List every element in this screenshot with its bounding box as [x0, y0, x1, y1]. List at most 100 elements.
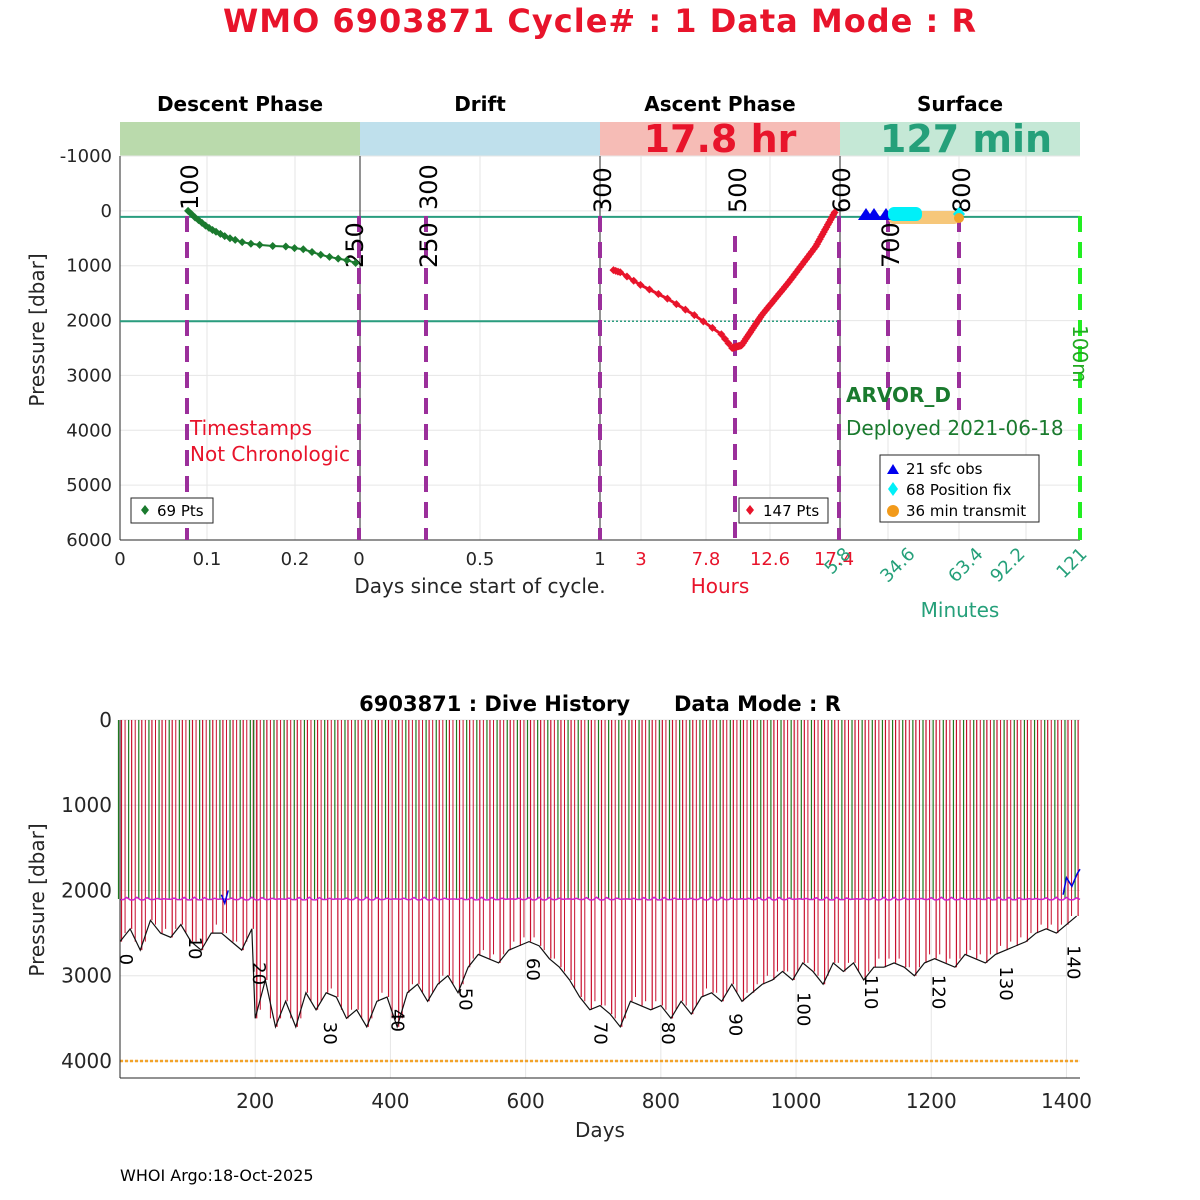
bottom-y-label: Pressure [dbar]: [25, 823, 49, 976]
footer-credit: WHOI Argo:18-Oct-2025: [120, 1166, 314, 1185]
cycle-number-label: 30: [319, 1022, 340, 1045]
dive-history-title: 6903871 : Dive History Data Mode : R: [359, 692, 841, 716]
descent-xtick: 0: [353, 549, 364, 570]
descent-point: [231, 235, 240, 244]
marker-label-600: 600: [828, 167, 856, 213]
ascent-point: [699, 317, 708, 326]
phase-title-drift: Drift: [454, 92, 506, 116]
descent-point: [255, 240, 264, 249]
bottom-y-tick-label: 4000: [61, 1049, 112, 1073]
marker-label-300b: 300: [589, 167, 617, 213]
bottom-x-tick-label: 600: [507, 1089, 545, 1113]
transmit-legend-label: 36 min transmit: [906, 502, 1026, 520]
descent-point: [281, 242, 290, 251]
ascent-xtick: 12.6: [750, 549, 790, 570]
ascent-band: [600, 122, 840, 156]
descent-point: [325, 252, 334, 261]
marker-label-100m: 100m: [1068, 325, 1092, 383]
drift-band: [360, 122, 600, 156]
top-y-tick-label: -1000: [60, 146, 112, 167]
descent-point: [334, 254, 343, 263]
surface-xlabel: Minutes: [921, 598, 1000, 622]
annotations: Timestamps Not Chronologic ARVOR_D Deplo…: [189, 383, 1064, 466]
descent-point: [268, 241, 277, 250]
bottom-y-tick-label: 0: [99, 708, 112, 732]
deployed-date: Deployed 2021-06-18: [846, 416, 1064, 440]
descent-xtick: 0: [114, 549, 125, 570]
ascent-point: [616, 268, 625, 277]
position-fix-legend-marker: [888, 482, 898, 496]
ascent-legend-label: 147 Pts: [763, 502, 819, 520]
ascent-point: [681, 305, 690, 314]
top-y-tick-label: 2000: [66, 311, 112, 332]
phase-title-ascent: Ascent Phase: [644, 92, 795, 116]
ascent-xtick: 7.8: [692, 549, 721, 570]
marker-label-100: 100: [176, 164, 204, 210]
descent-point: [246, 239, 255, 248]
ascent-series: [609, 208, 839, 352]
bottom-y-tick-label: 1000: [61, 793, 112, 817]
top-y-ticks: -1000 0 1000 2000 3000 4000 5000 6000: [60, 146, 112, 551]
ascent-xlabel: Hours: [691, 574, 750, 598]
cycle-number-label: 110: [860, 975, 881, 1009]
surface-legend: 21 sfc obs 68 Position fix 36 min transm…: [879, 454, 1040, 523]
top-y-tick-label: 0: [101, 201, 112, 222]
ascent-point: [672, 300, 681, 309]
top-y-tick-label: 6000: [66, 530, 112, 551]
vertical-markers: 100 250 250 300 300 500 600 700 800 100m: [176, 164, 1092, 540]
descent-point: [342, 256, 351, 265]
surface-duration: 127 min: [880, 117, 1052, 161]
ascent-point: [830, 208, 839, 217]
position-fix-cluster: [888, 207, 922, 221]
blue-segment: [220, 890, 229, 906]
cycle-number-label: 120: [928, 975, 949, 1009]
ascent-point: [717, 330, 726, 339]
descent-xtick: 0.2: [281, 549, 310, 570]
descent-xlabel: Days since start of cycle.: [354, 574, 605, 598]
cycle-number-label: 50: [454, 988, 475, 1011]
ascent-xtick: 3: [635, 549, 646, 570]
cycle-number-label: 20: [248, 962, 269, 985]
top-y-tick-label: 3000: [66, 365, 112, 386]
warning-line-2: Not Chronologic: [190, 442, 350, 466]
descent-legend: 69 Pts: [130, 497, 214, 524]
bottom-x-tick-label: 400: [371, 1089, 409, 1113]
phase-title-surface: Surface: [917, 92, 1003, 116]
bottom-y-tick-label: 2000: [61, 878, 112, 902]
transmit-marker: [954, 213, 964, 223]
ascent-point: [663, 294, 672, 303]
cycle-number-label: 10: [184, 937, 205, 960]
ascent-point: [622, 272, 631, 281]
descent-point: [316, 250, 325, 259]
top-x-ticks: 0 0.1 0.2 0 0.5 1 3 7.8 12.6 17.4 5.8 34…: [114, 544, 1091, 622]
marker-label-800: 800: [948, 167, 976, 213]
descent-point: [351, 258, 360, 267]
cycle-number-label: 60: [522, 958, 543, 981]
ascent-point: [636, 280, 645, 289]
warning-line-1: Timestamps: [189, 416, 312, 440]
top-y-tick-label: 1000: [66, 256, 112, 277]
cycle-number-label: 90: [725, 1013, 746, 1036]
surface-xtick: 34.6: [876, 544, 919, 587]
ascent-point: [629, 276, 638, 285]
marker-label-700: 700: [877, 222, 905, 268]
page-title: WMO 6903871 Cycle# : 1 Data Mode : R: [222, 2, 978, 40]
surface-band: [840, 122, 1080, 156]
marker-label-500: 500: [724, 167, 752, 213]
descent-legend-label: 69 Pts: [157, 502, 204, 520]
cycle-number-label: 140: [1063, 945, 1084, 979]
ascent-point: [645, 285, 654, 294]
cycle-number-label: 100: [792, 992, 813, 1026]
drift-xtick: 1: [594, 549, 605, 570]
ascent-legend: 147 Pts: [738, 497, 829, 524]
ascent-point: [720, 334, 729, 343]
sfc-obs-legend-label: 21 sfc obs: [906, 460, 983, 478]
descent-xtick: 0.1: [193, 549, 222, 570]
sfc-obs-marker: [866, 208, 882, 220]
ascent-duration: 17.8 hr: [644, 117, 797, 161]
bottom-x-tick-label: 1000: [771, 1089, 822, 1113]
position-fix-legend-label: 68 Position fix: [906, 481, 1011, 499]
cycle-number-label: 40: [387, 1009, 408, 1032]
drift-xtick: 0.5: [466, 549, 495, 570]
